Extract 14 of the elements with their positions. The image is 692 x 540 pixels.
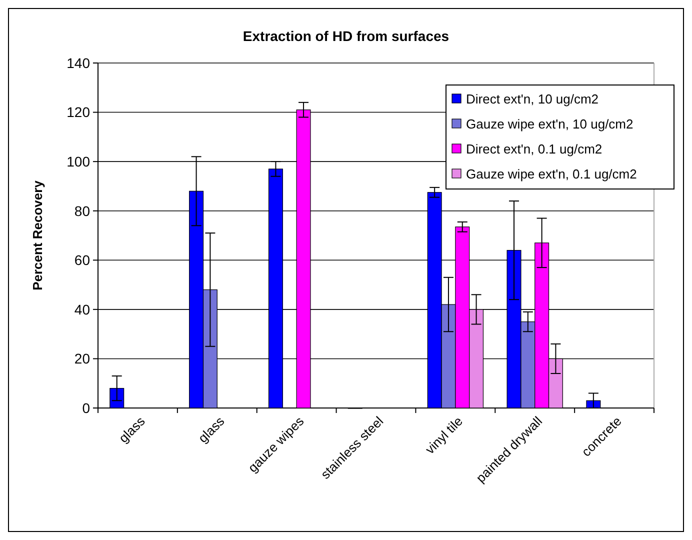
y-tick-label: 60 [74,252,90,268]
legend-label: Direct ext'n, 0.1 ug/cm2 [466,142,602,157]
legend-label: Gauze wipe ext'n, 10 ug/cm2 [466,116,634,132]
legend-label: Gauze wipe ext'n, 0.1 ug/cm2 [466,166,637,182]
y-tick-label: 20 [74,350,90,367]
legend-label: Direct ext'n, 10 ug/cm2 [466,92,599,107]
y-tick-label: 100 [66,153,90,170]
y-tick-label: 40 [74,301,90,318]
y-tick-label: 0 [82,400,90,416]
y-axis-title: Percent Recovery [30,180,45,290]
y-tick-label: 80 [74,202,90,219]
y-tick-label: 120 [66,104,90,120]
chart-title: Extraction of HD from surfaces [242,28,450,44]
y-tick-label: 140 [66,54,90,71]
